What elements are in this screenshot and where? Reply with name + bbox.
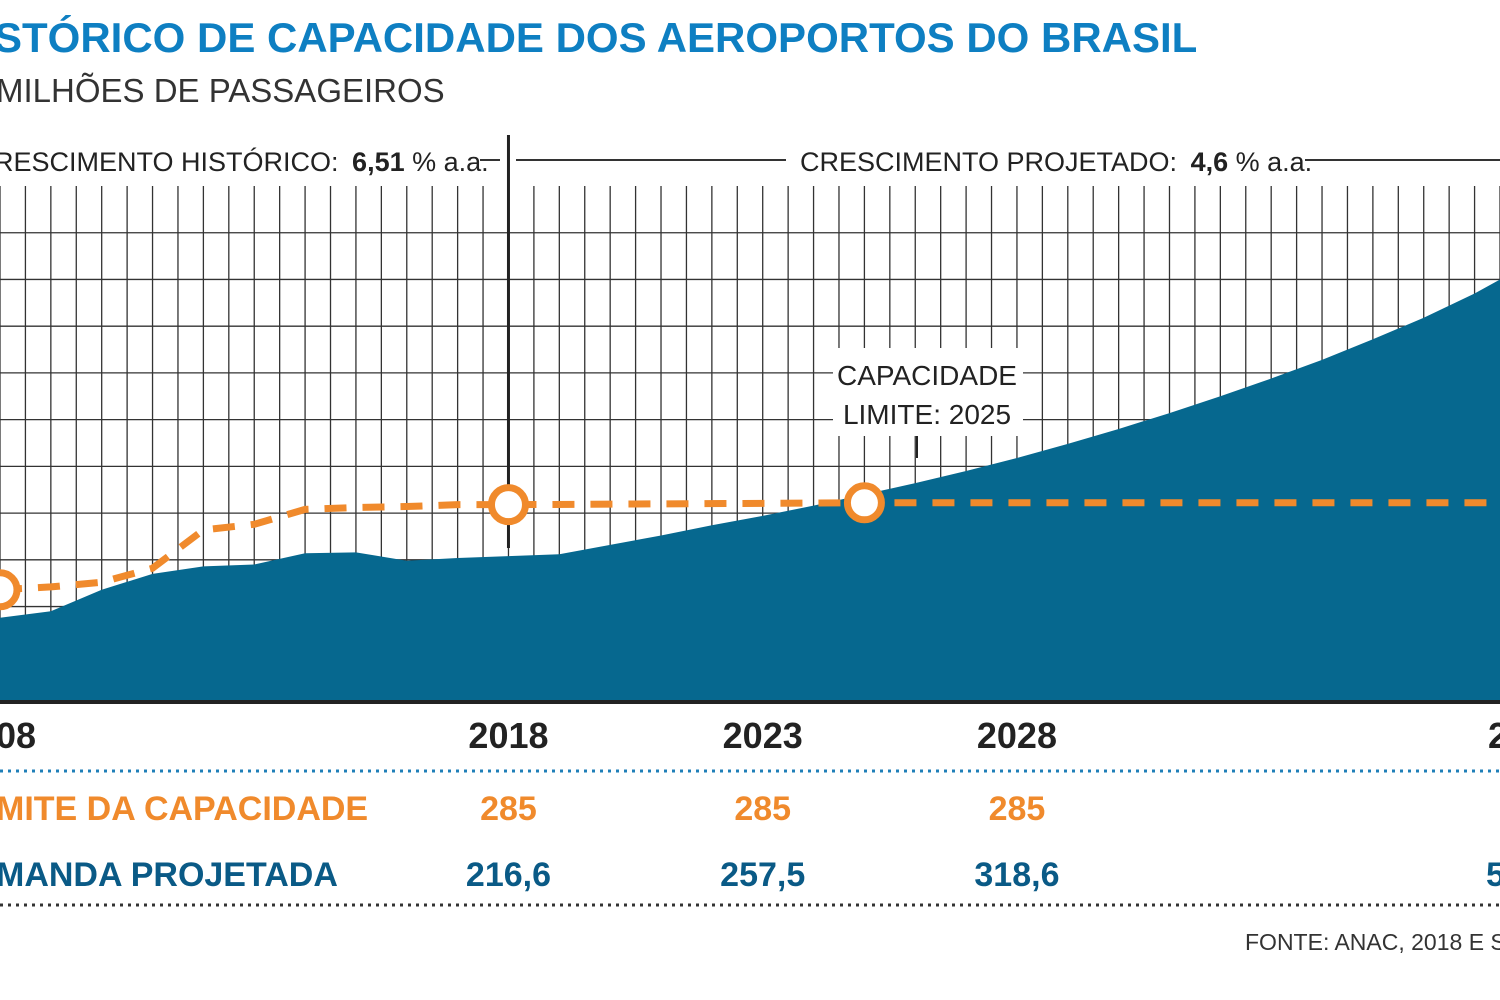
x-tick-label: 2 xyxy=(1488,715,1500,756)
callout-line2: LIMITE: 2025 xyxy=(843,399,1011,430)
capacity-line xyxy=(0,499,1500,594)
growth-projected-suffix: % a.a. xyxy=(1236,147,1313,177)
growth-historical-value: 6,51 xyxy=(352,147,405,177)
demand-area-layer xyxy=(0,279,1500,700)
growth-projected: CRESCIMENTO PROJETADO: 4,6 % a.a. xyxy=(800,147,1312,177)
capacity-callout: CAPACIDADE LIMITE: 2025 xyxy=(833,348,1023,458)
x-axis-ticks: 08 2018 2023 2028 2 xyxy=(0,715,1500,756)
capacity-line-layer xyxy=(0,482,1500,611)
x-tick-label: 2023 xyxy=(723,715,803,756)
demand-value: 216,6 xyxy=(466,856,551,894)
growth-projected-label: CRESCIMENTO PROJETADO: xyxy=(800,147,1177,177)
growth-projected-value: 4,6 xyxy=(1191,147,1229,177)
growth-historical-suffix: % a.a. xyxy=(412,147,489,177)
capacity-marker xyxy=(487,484,529,526)
row-demand-label: MANDA PROJETADA xyxy=(0,856,338,894)
table-values: 285 285 285 216,6 257,5 318,6 5 xyxy=(466,790,1500,894)
grid-overlay xyxy=(0,135,1500,704)
demand-value: 318,6 xyxy=(974,856,1059,894)
source-note: FONTE: ANAC, 2018 E SA xyxy=(1245,929,1500,955)
x-tick-label: 2018 xyxy=(468,715,548,756)
growth-historical: RESCIMENTO HISTÓRICO: 6,51 % a.a. xyxy=(0,146,489,177)
chart-subtitle: MILHÕES DE PASSAGEIROS xyxy=(0,72,445,109)
demand-value: 257,5 xyxy=(720,856,805,894)
capacity-value: 285 xyxy=(734,790,791,828)
growth-header: RESCIMENTO HISTÓRICO: 6,51 % a.a. CRESCI… xyxy=(0,146,1500,177)
data-table: MITE DA CAPACIDADE MANDA PROJETADA 285 28… xyxy=(0,769,1500,907)
row-capacity-label: MITE DA CAPACIDADE xyxy=(0,790,368,828)
growth-historical-label: RESCIMENTO HISTÓRICO: xyxy=(0,146,339,177)
x-tick-label: 2028 xyxy=(977,715,1057,756)
callout-line1: CAPACIDADE xyxy=(837,360,1017,391)
chart-title: STÓRICO DE CAPACIDADE DOS AEROPORTOS DO … xyxy=(0,13,1197,61)
x-tick-label: 08 xyxy=(0,715,36,756)
demand-value: 5 xyxy=(1486,856,1500,894)
capacity-value: 285 xyxy=(480,790,537,828)
capacity-value: 285 xyxy=(989,790,1046,828)
demand-area xyxy=(0,279,1500,700)
capacity-marker xyxy=(843,482,885,524)
callout-box xyxy=(833,348,1023,436)
capacity-marker xyxy=(0,569,21,611)
